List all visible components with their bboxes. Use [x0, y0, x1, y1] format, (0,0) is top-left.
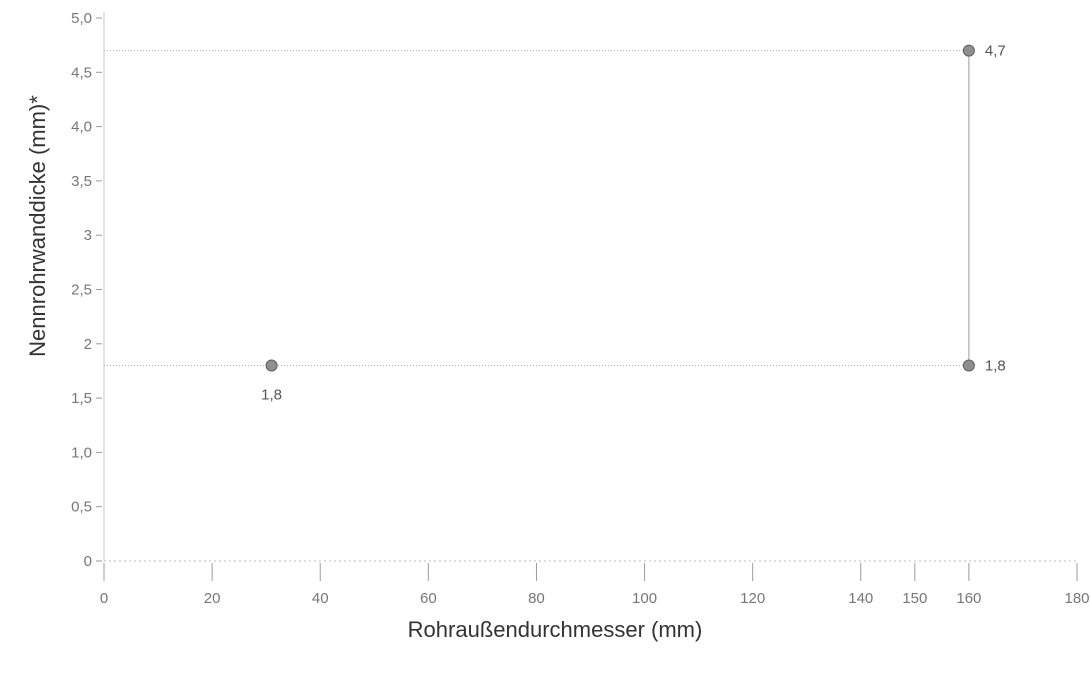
x-tick-label: 100: [632, 590, 657, 607]
data-point: [962, 359, 975, 372]
data-points: [265, 44, 975, 372]
y-tick-label: 0,5: [71, 499, 92, 516]
y-tick-label: 0: [84, 553, 92, 570]
x-tick-label: 60: [420, 590, 437, 607]
y-axis-title: Nennrohrwanddicke (mm)*: [25, 95, 50, 357]
data-label: 1,8: [261, 387, 282, 404]
data-point: [265, 359, 278, 372]
x-tick-label: 160: [956, 590, 981, 607]
tick-and-data-labels: 0 0,5 1,0 1,5 2 2,5 3 3,5 4,0 4,5 5,0 0 20 40 60 80 100 1…: [71, 10, 1089, 607]
y-tick-label: 4,5: [71, 64, 92, 81]
data-point: [962, 44, 975, 57]
y-tick-label: 3,5: [71, 173, 92, 190]
data-label: 1,8: [985, 358, 1006, 375]
x-tick-label: 40: [312, 590, 329, 607]
y-tick-label: 5,0: [71, 10, 92, 27]
x-tick-label: 180: [1064, 590, 1089, 607]
x-tick-label: 140: [848, 590, 873, 607]
y-tick-label: 2: [84, 336, 92, 353]
axes: [96, 12, 1078, 581]
y-tick-label: 1,5: [71, 390, 92, 407]
data-label: 4,7: [985, 43, 1006, 60]
x-tick-label: 0: [100, 590, 108, 607]
y-tick-label: 4,0: [71, 119, 92, 136]
y-tick-label: 1,0: [71, 444, 92, 461]
x-tick-label: 150: [902, 590, 927, 607]
reference-lines: [104, 50, 970, 367]
x-tick-label: 80: [528, 590, 545, 607]
y-tick-label: 2,5: [71, 282, 92, 299]
x-axis-title: Rohraußendurchmesser (mm): [408, 617, 703, 642]
y-tick-label: 3: [84, 227, 92, 244]
x-tick-label: 20: [204, 590, 221, 607]
x-tick-label: 120: [740, 590, 765, 607]
